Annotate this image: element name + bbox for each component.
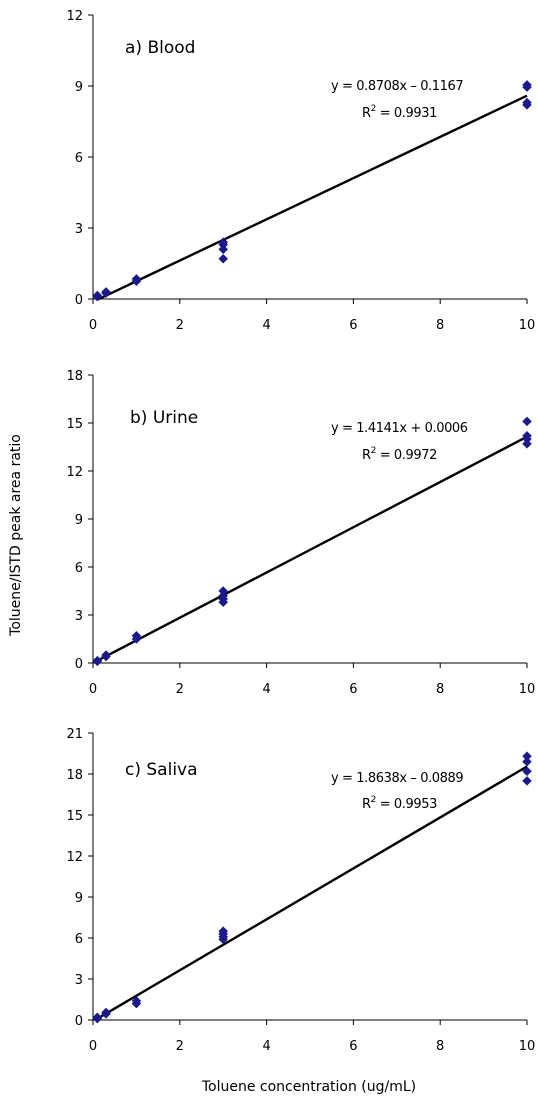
panel-label: a) Blood bbox=[125, 38, 195, 58]
r-squared: R2 = 0.9931 bbox=[362, 104, 437, 121]
fit-equation: y = 1.8638x – 0.0889 bbox=[331, 771, 463, 786]
x-tick-label: 0 bbox=[89, 318, 97, 333]
chart-panel-1: 0 3 6 9 12 0 2 4 6 8 10 a) Blood y = 0.8708x – 0.116… bbox=[66, 9, 535, 333]
x-tick-label: 4 bbox=[262, 682, 270, 697]
x-tick-label: 6 bbox=[349, 682, 357, 697]
data-point bbox=[131, 630, 142, 641]
trend-line bbox=[96, 765, 528, 1020]
data-point bbox=[101, 1007, 111, 1018]
y-tick-label: 3 bbox=[75, 222, 83, 237]
y-tick-label: 21 bbox=[66, 727, 83, 742]
x-tick-label: 0 bbox=[89, 1039, 97, 1054]
data-point bbox=[522, 416, 532, 427]
data-point bbox=[522, 751, 532, 762]
chart-panel-3: 0 3 6 9 12 15 18 21 0 2 4 6 8 10 c) Saliva y = 1.8638x … bbox=[66, 727, 535, 1054]
data-point bbox=[522, 430, 532, 441]
data-point bbox=[218, 926, 229, 937]
x-tick-label: 8 bbox=[436, 1039, 444, 1054]
data-point bbox=[101, 650, 111, 660]
x-tick-label: 10 bbox=[519, 318, 536, 333]
r-squared: R2 = 0.9953 bbox=[362, 795, 437, 812]
y-tick-label: 6 bbox=[75, 561, 83, 576]
x-tick-label: 10 bbox=[519, 1039, 536, 1054]
data-point bbox=[522, 79, 532, 90]
x-tick-label: 10 bbox=[519, 682, 536, 697]
data-point bbox=[218, 237, 229, 248]
data-point bbox=[522, 756, 532, 767]
data-point bbox=[522, 766, 532, 777]
r-squared: R2 = 0.9972 bbox=[362, 446, 437, 463]
panel-label: c) Saliva bbox=[125, 760, 198, 780]
x-tick-label: 6 bbox=[349, 318, 357, 333]
y-tick-label: 0 bbox=[75, 657, 83, 672]
x-tick-label: 4 bbox=[262, 1039, 270, 1054]
x-axis-title: Toluene concentration (ug/mL) bbox=[201, 1079, 416, 1095]
data-point bbox=[218, 586, 229, 596]
y-tick-label: 18 bbox=[66, 768, 83, 783]
x-tick-label: 2 bbox=[176, 318, 184, 333]
x-tick-label: 8 bbox=[436, 318, 444, 333]
trend-line bbox=[96, 94, 528, 301]
chart-panels: 0 3 6 9 12 0 2 4 6 8 10 a) Blood y = 0.8708x – 0.116… bbox=[66, 9, 535, 1054]
data-point bbox=[92, 290, 103, 301]
y-tick-label: 9 bbox=[75, 891, 83, 906]
y-tick-label: 6 bbox=[75, 151, 83, 166]
y-axis-title: Toluene/ISTD peak area ratio bbox=[8, 434, 24, 637]
y-tick-label: 15 bbox=[66, 809, 83, 824]
y-tick-label: 0 bbox=[75, 293, 83, 308]
data-point bbox=[92, 1012, 103, 1023]
data-point bbox=[218, 253, 229, 264]
x-tick-label: 2 bbox=[176, 682, 184, 697]
data-point bbox=[101, 287, 111, 297]
y-tick-label: 6 bbox=[75, 932, 83, 947]
data-point bbox=[522, 775, 532, 786]
x-tick-label: 4 bbox=[262, 318, 270, 333]
y-tick-label: 3 bbox=[75, 609, 83, 624]
x-tick-label: 2 bbox=[176, 1039, 184, 1054]
trend-line bbox=[96, 435, 528, 662]
x-tick-label: 0 bbox=[89, 682, 97, 697]
panel-label: b) Urine bbox=[130, 408, 198, 428]
y-tick-label: 12 bbox=[66, 9, 83, 24]
data-point bbox=[92, 655, 103, 666]
y-tick-label: 18 bbox=[66, 369, 83, 384]
y-tick-label: 15 bbox=[66, 417, 83, 432]
data-point bbox=[522, 97, 532, 108]
y-tick-label: 9 bbox=[75, 513, 83, 528]
y-tick-label: 0 bbox=[75, 1014, 83, 1029]
x-tick-label: 6 bbox=[349, 1039, 357, 1054]
data-point bbox=[131, 274, 142, 284]
y-tick-label: 3 bbox=[75, 973, 83, 988]
data-point bbox=[131, 996, 142, 1006]
fit-equation: y = 1.4141x + 0.0006 bbox=[331, 421, 468, 436]
x-tick-label: 8 bbox=[436, 682, 444, 697]
y-tick-label: 12 bbox=[66, 465, 83, 480]
y-tick-label: 12 bbox=[66, 850, 83, 865]
fit-equation: y = 0.8708x – 0.1167 bbox=[331, 79, 463, 94]
y-tick-label: 9 bbox=[75, 80, 83, 95]
chart-panel-2: 0 3 6 9 12 15 18 0 2 4 6 8 10 b) Urine y = 1.4141x + 0… bbox=[66, 369, 535, 697]
